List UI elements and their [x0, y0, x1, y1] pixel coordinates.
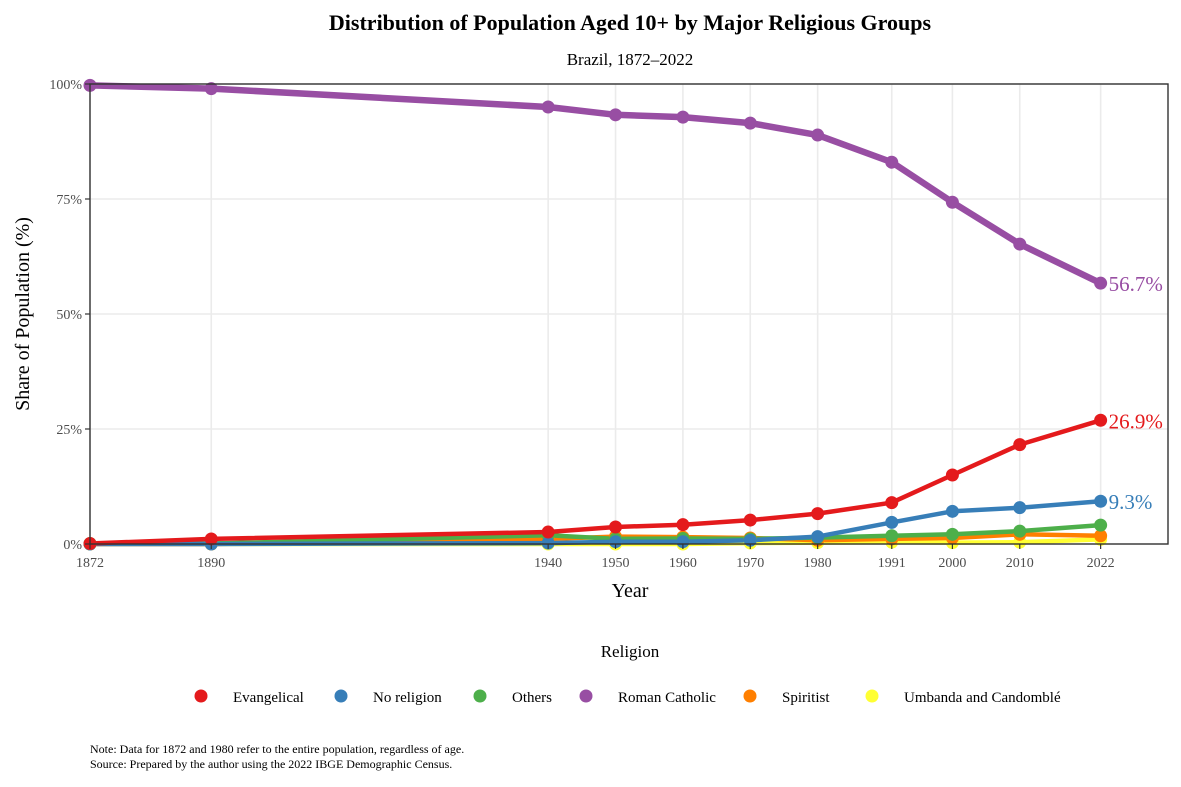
- y-tick-label: 50%: [56, 308, 82, 323]
- x-tick-label: 2010: [1006, 556, 1034, 571]
- legend-item-evangelical: Evangelical: [194, 689, 304, 706]
- data-point-others: [1094, 518, 1108, 532]
- data-point-no-religion: [945, 504, 959, 518]
- chart-title: Distribution of Population Aged 10+ by M…: [329, 10, 932, 35]
- data-point-roman-catholic: [1094, 276, 1108, 290]
- data-point-evangelical: [609, 520, 623, 534]
- legend-item-umbanda-and-candombl-: Umbanda and Candomblé: [865, 689, 1061, 706]
- data-point-roman-catholic: [811, 128, 825, 142]
- legend-label-no-religion: No religion: [373, 690, 442, 706]
- legend-label-evangelical: Evangelical: [233, 690, 304, 706]
- legend-swatch-others: [473, 689, 487, 703]
- legend-swatch-spiritist: [743, 689, 757, 703]
- data-point-roman-catholic: [743, 116, 757, 130]
- data-point-roman-catholic: [1013, 237, 1027, 251]
- data-point-evangelical: [885, 496, 899, 510]
- legend-item-no-religion: No religion: [334, 689, 442, 706]
- tick-labels: 0% 25% 50% 75% 100% 1872 1890 1940 1950 1960 1970 1…: [49, 78, 1114, 571]
- x-tick-label: 1950: [602, 556, 630, 571]
- x-tick-label: 2022: [1087, 556, 1115, 571]
- legend-label-spiritist: Spiritist: [782, 690, 830, 706]
- legend-label-others: Others: [512, 690, 552, 706]
- data-point-evangelical: [945, 468, 959, 482]
- y-tick-label: 25%: [56, 423, 82, 438]
- legend-label-roman-catholic: Roman Catholic: [618, 690, 716, 706]
- legend-label-umbanda-and-candombl-: Umbanda and Candomblé: [904, 690, 1061, 706]
- data-point-roman-catholic: [204, 82, 218, 96]
- x-tick-label: 1991: [878, 556, 906, 571]
- data-point-evangelical: [541, 525, 555, 539]
- data-point-no-religion: [885, 515, 899, 529]
- legend-item-others: Others: [473, 689, 552, 706]
- x-tick-label: 1890: [197, 556, 225, 571]
- legend-item-spiritist: Spiritist: [743, 689, 830, 706]
- x-tick-label: 1960: [669, 556, 697, 571]
- data-point-roman-catholic: [609, 108, 623, 122]
- data-point-evangelical: [811, 507, 825, 521]
- data-point-others: [945, 527, 959, 541]
- legend-swatch-evangelical: [194, 689, 208, 703]
- note-text: Note: Data for 1872 and 1980 refer to th…: [90, 742, 464, 756]
- data-point-others: [1013, 524, 1027, 538]
- x-tick-label: 2000: [938, 556, 966, 571]
- series-line-evangelical: [87, 418, 1103, 546]
- legend-swatch-no-religion: [334, 689, 348, 703]
- x-tick-label: 1940: [534, 556, 562, 571]
- end-label-evangelical: 26.9%: [1109, 409, 1163, 433]
- axes: [85, 83, 1169, 549]
- data-point-no-religion: [1013, 501, 1027, 515]
- end-labels: 9.3% 26.9% 56.7%: [1109, 272, 1163, 514]
- series-points: [83, 78, 1108, 551]
- data-point-no-religion: [541, 536, 555, 550]
- x-tick-label: 1980: [804, 556, 832, 571]
- legend-swatch-umbanda-and-candombl-: [865, 689, 879, 703]
- chart-subtitle: Brazil, 1872–2022: [567, 50, 694, 69]
- data-point-spiritist: [1094, 529, 1108, 543]
- y-tick-label: 0%: [63, 538, 82, 553]
- data-point-evangelical: [1094, 413, 1108, 427]
- end-label-roman-catholic: 56.7%: [1109, 272, 1163, 296]
- data-point-evangelical: [204, 532, 218, 546]
- legend-item-roman-catholic: Roman Catholic: [579, 689, 716, 706]
- data-point-no-religion: [609, 535, 623, 549]
- data-point-roman-catholic: [676, 110, 690, 124]
- end-label-no-religion: 9.3%: [1109, 490, 1153, 514]
- data-point-no-religion: [1094, 494, 1108, 508]
- data-point-evangelical: [676, 518, 690, 532]
- data-point-no-religion: [676, 535, 690, 549]
- series-line-roman-catholic: [86, 82, 1104, 287]
- source-text: Source: Prepared by the author using the…: [90, 757, 452, 771]
- y-tick-label: 100%: [49, 78, 82, 93]
- x-tick-label: 1872: [76, 556, 104, 571]
- x-tick-label: 1970: [736, 556, 764, 571]
- data-point-no-religion: [811, 530, 825, 544]
- data-point-evangelical: [1013, 438, 1027, 452]
- data-point-roman-catholic: [945, 195, 959, 209]
- grid-lines: [89, 83, 1168, 545]
- data-point-roman-catholic: [885, 155, 899, 169]
- data-point-others: [885, 529, 899, 543]
- y-axis-title: Share of Population (%): [12, 217, 34, 411]
- data-point-evangelical: [743, 513, 757, 527]
- panel-border: [89, 83, 1169, 545]
- data-point-roman-catholic: [541, 100, 555, 114]
- y-tick-label: 75%: [56, 193, 82, 208]
- legend-swatch-roman-catholic: [579, 689, 593, 703]
- x-axis-title: Year: [612, 580, 649, 602]
- legend-title: Religion: [601, 642, 660, 661]
- legend: Evangelical No religion Others Roman Cathol…: [194, 689, 1061, 706]
